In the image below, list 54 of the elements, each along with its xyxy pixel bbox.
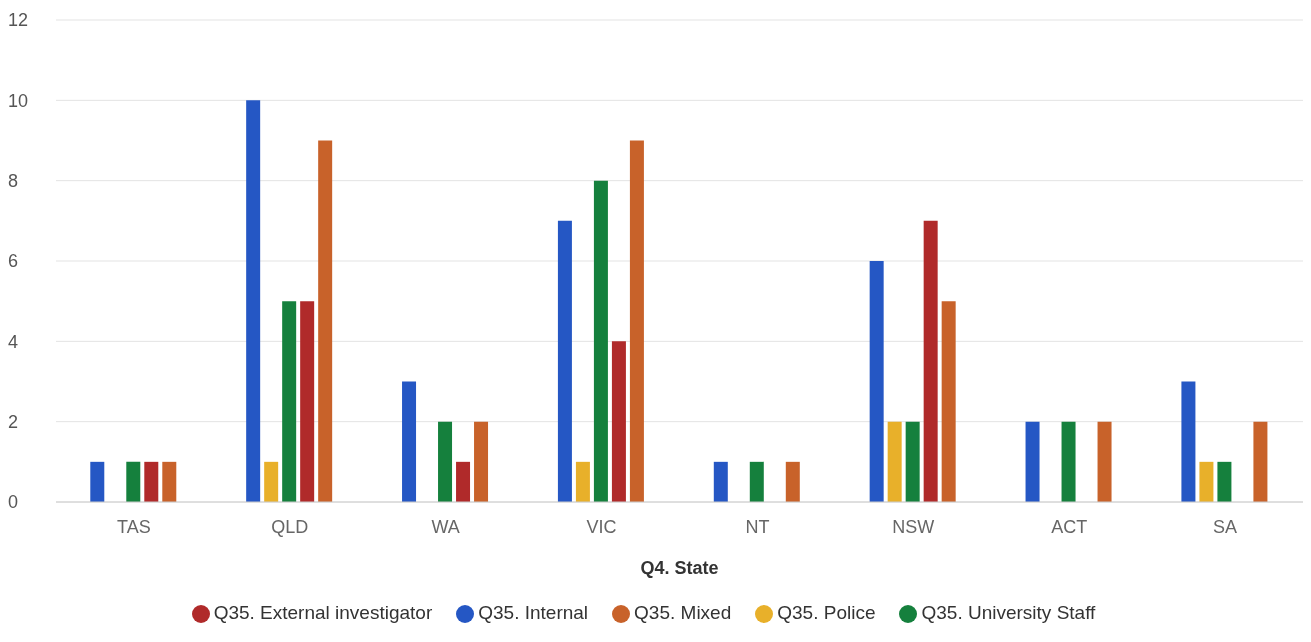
legend-label: Q35. Mixed (634, 602, 732, 623)
bar (300, 301, 315, 502)
bar (749, 461, 764, 502)
bar (593, 180, 608, 502)
bar (90, 461, 105, 502)
bar (557, 220, 572, 502)
x-tick-label: TAS (117, 516, 151, 537)
bar (246, 100, 261, 502)
x-tick-label: QLD (271, 516, 309, 537)
bar (923, 220, 938, 502)
bar (941, 301, 956, 502)
bar (282, 301, 297, 502)
legend-label: Q35. Internal (478, 602, 589, 623)
y-tick-label: 8 (8, 171, 19, 192)
x-tick-label: SA (1213, 516, 1238, 537)
legend-label: Q35. Police (777, 602, 876, 623)
bar (1217, 461, 1232, 502)
bar (162, 461, 177, 502)
bar (887, 421, 902, 502)
bar (126, 461, 141, 502)
x-tick-label: NSW (892, 516, 935, 537)
x-axis-title: Q4. State (640, 558, 719, 578)
x-tick-label: VIC (586, 516, 617, 537)
bar (905, 421, 920, 502)
bar (456, 461, 471, 502)
bar (264, 461, 279, 502)
bar (1025, 421, 1040, 502)
x-tick-label: WA (431, 516, 460, 537)
bar (611, 341, 626, 502)
x-tick-label: ACT (1051, 516, 1088, 537)
bar (713, 461, 728, 502)
legend-label: Q35. External investigator (213, 602, 433, 623)
y-tick-label: 2 (8, 412, 19, 433)
x-tick-label: NT (745, 516, 770, 537)
bar (1061, 421, 1076, 502)
bar (1199, 461, 1214, 502)
bar (1181, 381, 1196, 502)
bar (629, 140, 644, 502)
bar (785, 461, 800, 502)
y-tick-label: 6 (8, 251, 19, 272)
y-tick-label: 4 (8, 331, 19, 352)
bar (438, 421, 453, 502)
y-tick-label: 10 (8, 90, 29, 111)
bar (1097, 421, 1112, 502)
bar (1253, 421, 1268, 502)
bar (318, 140, 333, 502)
y-tick-label: 12 (8, 10, 29, 31)
bar (474, 421, 489, 502)
bar (144, 461, 159, 502)
y-tick-label: 0 (8, 492, 19, 513)
legend-label: Q35. University Staff (921, 602, 1096, 623)
bar (575, 461, 590, 502)
bar (869, 261, 884, 502)
bar (402, 381, 417, 502)
